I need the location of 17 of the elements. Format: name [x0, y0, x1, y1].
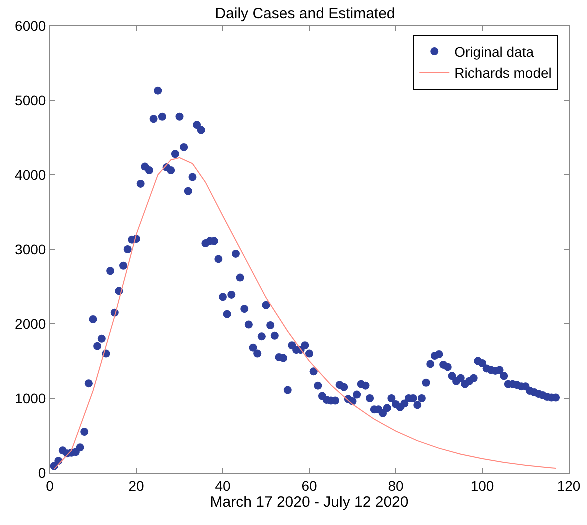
x-tick-label: 60	[302, 478, 318, 494]
y-tick-label: 1000	[15, 390, 46, 406]
legend-label: Original data	[454, 44, 534, 60]
y-tick-label: 6000	[15, 18, 46, 34]
y-tick-label: 5000	[15, 92, 46, 108]
x-tick-label: 80	[388, 478, 404, 494]
legend-label: Richards model	[454, 65, 552, 82]
y-tick-label: 3000	[15, 241, 46, 258]
chart-title: Daily Cases and Estimated	[215, 5, 396, 22]
x-tick-label: 120	[557, 478, 581, 494]
y-tick-label: 4000	[15, 166, 46, 183]
x-tick-label: 40	[215, 478, 231, 494]
y-tick-label: 2000	[15, 316, 46, 332]
x-tick-label: 100	[470, 478, 494, 494]
x-tick-label: 20	[128, 478, 144, 494]
y-tick-label: 0	[38, 464, 46, 481]
x-axis-title: March 17 2020 - July 12 2020	[210, 494, 409, 511]
